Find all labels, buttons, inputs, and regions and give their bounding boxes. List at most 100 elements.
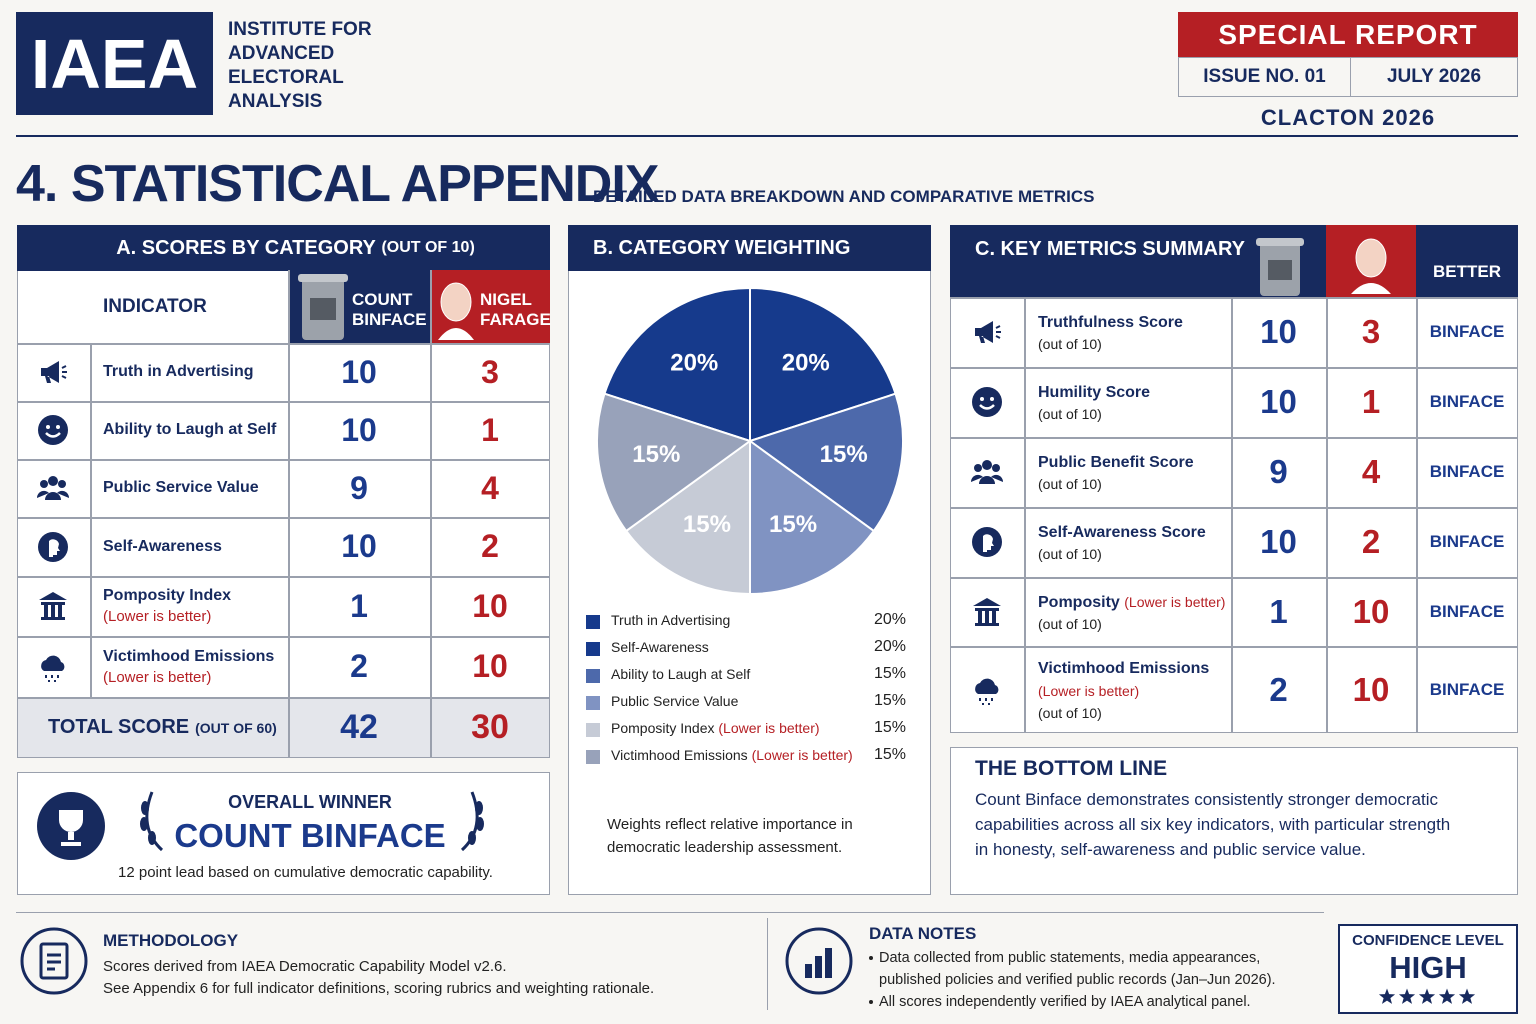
slice-label: 15% <box>769 511 817 538</box>
table-rule <box>950 646 1518 648</box>
legend-swatch <box>586 696 600 710</box>
star <box>1398 988 1416 1004</box>
pie-slice <box>624 439 751 596</box>
metric-icon <box>975 321 1001 343</box>
metric-better: BINFACE <box>1429 462 1505 481</box>
metric-score: 10 <box>1260 383 1297 420</box>
metric-name-line: Victimhood Emissions (Lower is better) <box>1038 658 1228 703</box>
table-rule <box>90 343 92 697</box>
metric-score: 3 <box>1361 313 1381 350</box>
bottom-line-box <box>950 747 1518 895</box>
total-note: (OUT OF 60) <box>195 719 277 736</box>
winner-heading: OVERALL WINNER <box>228 791 392 812</box>
indicator-label: Ability to Laugh at Self <box>103 401 288 459</box>
indicator-name: Pomposity Index <box>103 587 232 604</box>
candidate-1: COUNT BINFACE <box>352 290 427 329</box>
score: 10 <box>472 587 508 624</box>
table-rule <box>17 459 550 461</box>
methodology-icon <box>20 927 88 995</box>
legend-name: Ability to Laugh at Self <box>611 666 751 682</box>
indicator-label: Public Service Value <box>103 459 288 517</box>
table-rule <box>430 270 432 758</box>
metric-icon <box>972 527 1002 557</box>
table-rule <box>17 401 550 403</box>
table-rule <box>950 367 1518 369</box>
legend-name: Public Service Value <box>611 693 739 709</box>
legend-value: 20% <box>873 638 906 655</box>
metric-scale: (out of 10) <box>1038 705 1102 721</box>
metric-label: Public Benefit Score (out of 10) <box>1038 437 1228 507</box>
farage-portrait <box>438 282 474 340</box>
score: 2 <box>350 648 368 684</box>
rule <box>16 135 1518 137</box>
legend-swatch <box>586 723 600 737</box>
score: 10 <box>341 528 377 564</box>
metric-icon <box>975 678 999 705</box>
pie-footnote: Weights reflect relative importance in d… <box>607 816 853 856</box>
star <box>1378 988 1396 1004</box>
pie-slice <box>747 392 904 533</box>
total-score: 30 <box>471 708 509 746</box>
score: 3 <box>481 353 499 390</box>
scores-header: A. SCORES BY CATEGORY (OUT OF 10) <box>17 225 550 271</box>
metric-score: 10 <box>1260 313 1297 350</box>
total-name: TOTAL SCORE <box>48 716 190 738</box>
score: 9 <box>350 469 368 506</box>
metric-note: (Lower is better) <box>1038 683 1140 699</box>
pie-chart: 20% 20% 15% 15% 15% 15% <box>596 286 904 596</box>
legend-label: Truth in Advertising <box>611 612 730 628</box>
total-score: 42 <box>340 708 378 746</box>
methodology-line: See Appendix 6 for full indicator defini… <box>103 980 655 997</box>
score: 10 <box>341 411 377 448</box>
confidence-label: CONFIDENCE LEVEL <box>1352 931 1504 949</box>
metric-scale: (out of 10) <box>1038 336 1102 352</box>
pie-slice <box>749 439 876 596</box>
edition: CLACTON 2026 <box>1260 105 1436 130</box>
table-rule <box>17 517 550 519</box>
metric-score: 4 <box>1361 453 1381 490</box>
date: JULY 2026 <box>1350 57 1518 97</box>
methodology-text: Scores derived from IAEA Democratic Capa… <box>103 956 654 1000</box>
metric-label: Truthfulness Score (out of 10) <box>1038 297 1228 367</box>
score: 10 <box>472 648 508 684</box>
star <box>1438 988 1456 1004</box>
farage-portrait-small <box>1351 238 1391 294</box>
score: 2 <box>481 528 499 564</box>
metric-name-line: Humility Score <box>1038 382 1228 404</box>
candidate-2: NIGEL FARAGE <box>480 290 551 329</box>
metric-name: Humility Score <box>1038 384 1151 401</box>
total-row <box>18 697 549 757</box>
legend-value: 15% <box>873 665 906 682</box>
indicator-name: Truth in Advertising <box>103 363 254 380</box>
indicator-label: Victimhood Emissions (Lower is better) <box>103 636 288 697</box>
metric-score: 1 <box>1269 592 1288 630</box>
data-notes-list: Data collected from public statements, m… <box>869 947 1309 1013</box>
metric-icon <box>973 597 1001 626</box>
note-item: All scores independently verified by IAE… <box>869 991 1309 1013</box>
legend-name: Pomposity Index <box>611 720 715 736</box>
indicator-name: Self-Awareness <box>103 537 222 555</box>
org-name: INSTITUTE FOR ADVANCED ELECTORAL ANALYSIS <box>228 18 372 114</box>
table-rule <box>1231 297 1233 733</box>
metric-scale: (out of 10) <box>1038 616 1102 632</box>
metric-score: 1 <box>1361 383 1381 420</box>
metric-icon <box>972 387 1002 417</box>
score: 1 <box>481 411 499 448</box>
bullet-dot <box>869 1000 873 1004</box>
table-rule <box>17 636 550 638</box>
legend-note: (Lower is better) <box>718 720 820 736</box>
indicator-name: Public Service Value <box>103 479 259 496</box>
legend-label: Ability to Laugh at Self <box>611 666 750 682</box>
legend-label: Pomposity Index (Lower is better) <box>611 720 820 736</box>
slice-label: 20% <box>670 350 718 377</box>
metric-label: Self-Awareness Score (out of 10) <box>1038 507 1228 577</box>
org-line: ANALYSIS <box>228 91 323 112</box>
indicator-header: INDICATOR <box>103 295 207 317</box>
indicator-note: (Lower is better) <box>103 608 212 625</box>
indicator-name: Ability to Laugh at Self <box>103 421 277 438</box>
table-rule <box>950 507 1518 509</box>
org-line: INSTITUTE FOR <box>228 19 372 40</box>
row-icon <box>41 361 67 383</box>
data-notes-title: DATA NOTES <box>869 924 977 943</box>
